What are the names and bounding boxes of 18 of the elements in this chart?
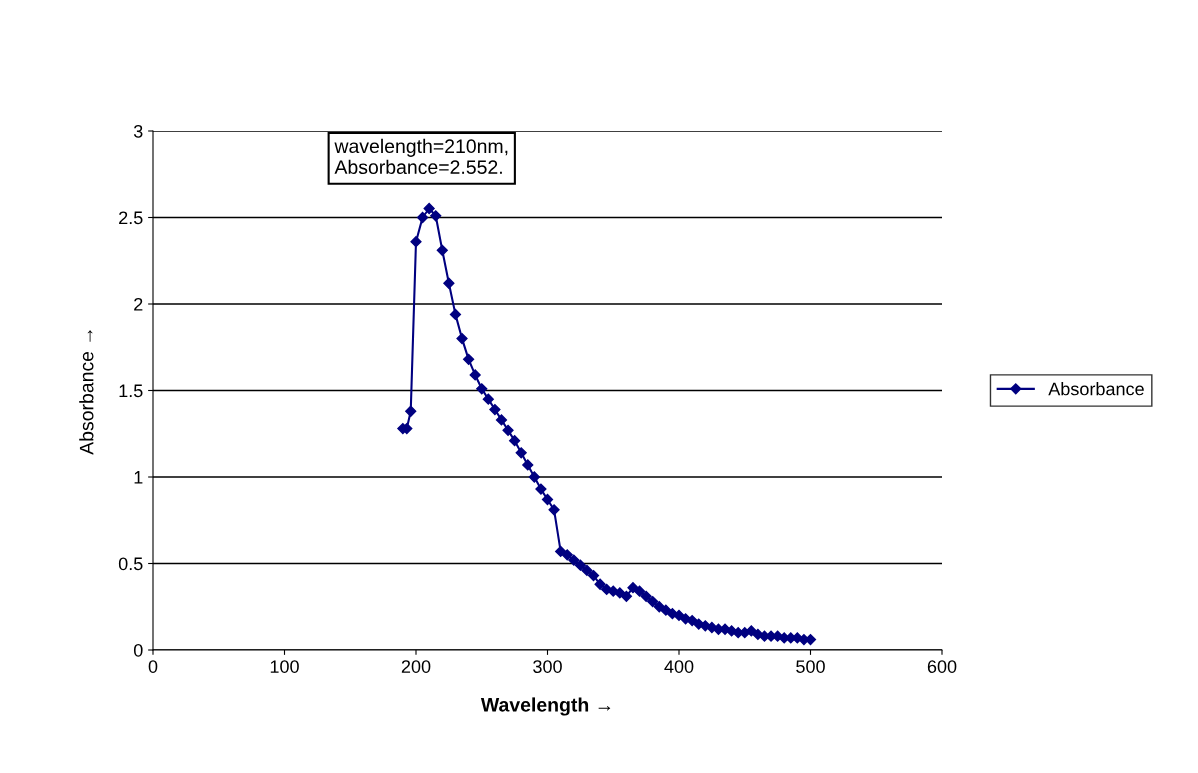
x-tick-label: 400 [664,660,694,673]
x-tick-label: 100 [270,660,299,673]
x-tick-label: 0 [148,660,158,673]
x-tick-label: 500 [796,660,825,673]
y-axis-title: Absorbance → [79,330,94,455]
y-tick-label: 1 [134,471,143,484]
y-tick-label: 2 [134,297,143,311]
x-tick-label: 200 [401,660,431,673]
y-tick-label: 0 [133,643,143,657]
y-tick-label: 1.5 [119,384,143,398]
x-axis-title: Wavelength → [480,697,611,716]
legend-label: Absorbance [1048,382,1144,396]
y-tick-label: 0.5 [118,557,143,571]
y-tick-label: 3 [133,124,143,138]
x-tick-label: 300 [533,660,562,673]
x-tick-label: 600 [927,660,957,673]
annotation: wavelength=210nm, Absorbance=2.552. [334,138,508,175]
y-tick-label: 2.5 [119,211,143,225]
